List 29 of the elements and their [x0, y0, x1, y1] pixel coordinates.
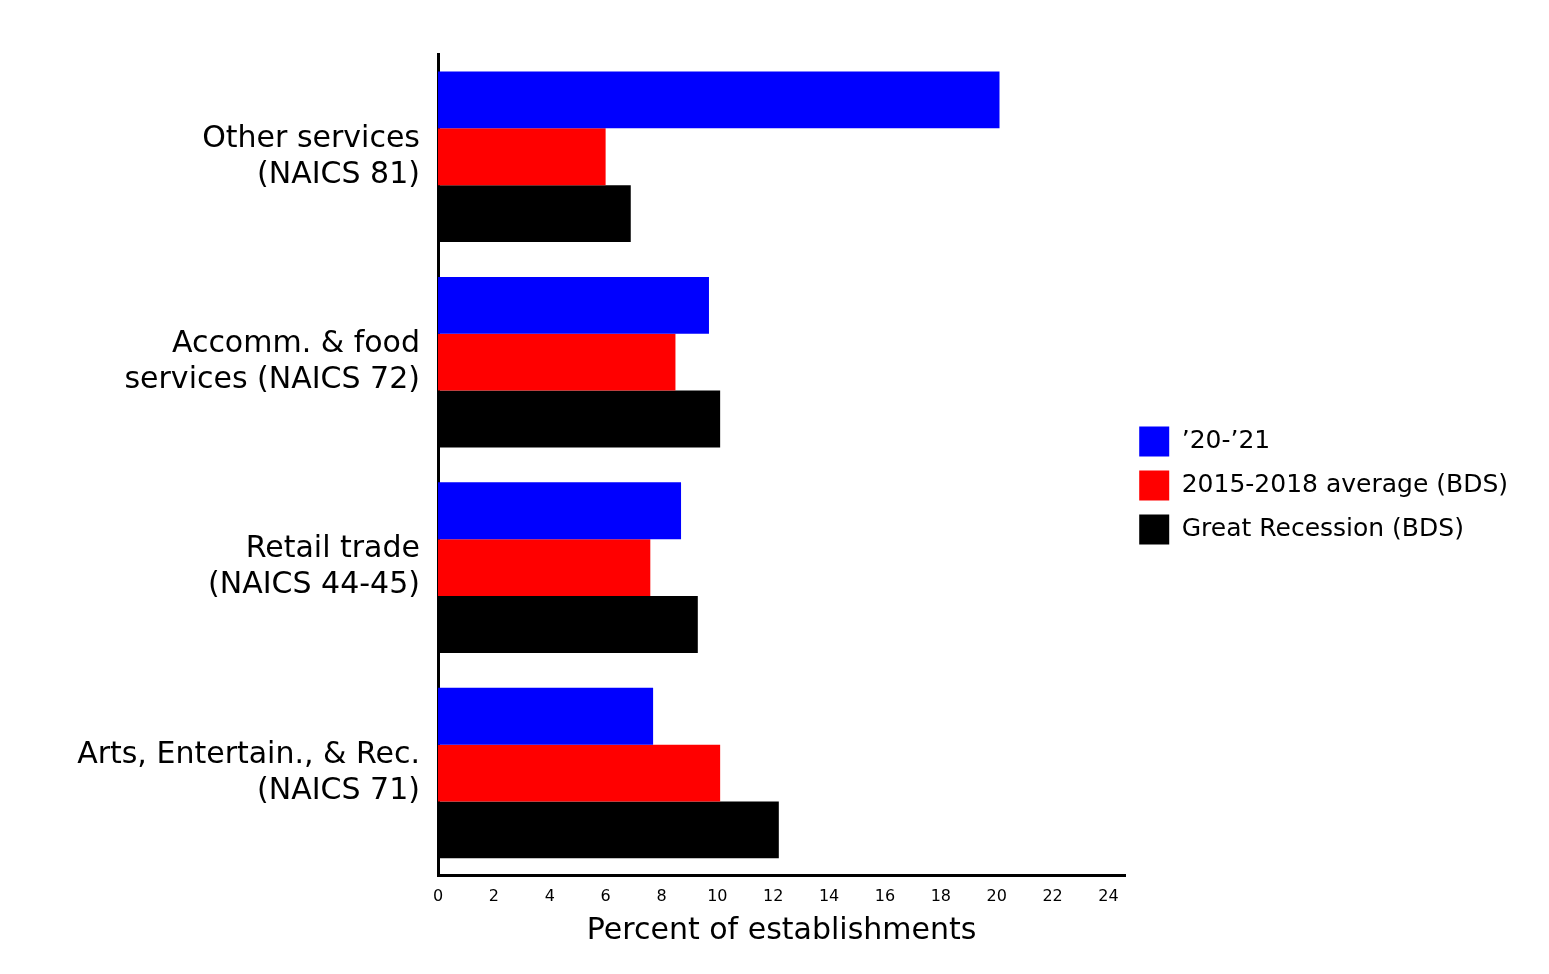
bar	[438, 744, 721, 802]
y-tick-label: Accomm. & food services (NAICS 72)	[124, 323, 420, 395]
bar	[438, 539, 651, 597]
bar	[438, 333, 676, 391]
y-tick-label: Other services (NAICS 81)	[202, 118, 420, 190]
x-tick-label: 18	[930, 885, 952, 905]
bar	[438, 71, 1000, 129]
legend-label: ’20-’21	[1181, 425, 1271, 454]
x-tick-label: 12	[763, 885, 784, 905]
x-tick-label: 20	[986, 885, 1007, 905]
legend-label: 2015-2018 average (BDS)	[1181, 469, 1509, 498]
x-tick-label: 10	[707, 885, 728, 905]
x-tick-label: 14	[818, 885, 840, 905]
bar	[438, 276, 709, 334]
x-tick-label: 22	[1042, 885, 1063, 905]
x-tick-label: 8	[656, 885, 667, 905]
y-tick-label: Retail trade (NAICS 44-45)	[208, 529, 420, 601]
x-axis-title: Percent of establishments	[586, 910, 977, 946]
x-tick-label: 4	[544, 885, 555, 905]
bar	[438, 482, 682, 540]
legend-label: Great Recession (BDS)	[1181, 513, 1464, 542]
y-tick-label: Arts, Entertain., & Rec. (NAICS 71)	[77, 734, 420, 806]
x-tick-label: 6	[600, 885, 611, 905]
bar	[438, 128, 606, 186]
x-tick-label: 2	[488, 885, 499, 905]
bar	[438, 687, 654, 745]
x-tick-label: 24	[1098, 885, 1119, 905]
x-tick-label: 16	[874, 885, 896, 905]
x-tick-label: 0	[432, 885, 444, 905]
